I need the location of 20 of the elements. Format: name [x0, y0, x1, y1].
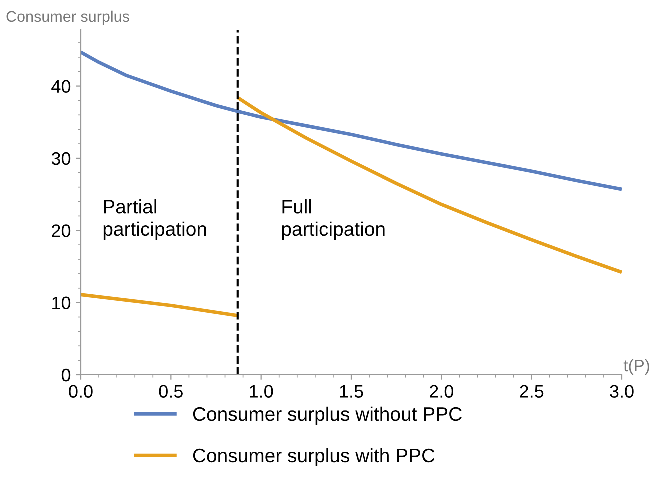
y-tick-label: 10 — [52, 296, 71, 310]
y-tick-label: 40 — [52, 80, 71, 94]
x-tick-label: 0.0 — [69, 385, 93, 398]
x-tick-label: 1.5 — [340, 385, 364, 398]
annotation: Partial participation — [104, 200, 206, 240]
x-axis-title: t(P) — [624, 359, 650, 375]
y-tick-label: 30 — [52, 152, 71, 166]
x-tick-label: 2.0 — [430, 385, 454, 398]
x-tick-label: 0.5 — [159, 385, 183, 398]
x-tick-label: 1.0 — [250, 385, 274, 398]
annotation: Full participation — [282, 200, 385, 240]
x-tick-label: 2.5 — [520, 385, 544, 398]
line-series — [236, 96, 622, 274]
y-tick-label: 0 — [62, 368, 71, 382]
y-tick-label: 20 — [52, 224, 71, 238]
legend-label: Consumer surplus without PPC — [193, 406, 462, 426]
legend-label: Consumer surplus with PPC — [193, 448, 435, 466]
x-tick-label: 3.0 — [610, 385, 634, 398]
y-axis-title: Consumer surplus — [6, 10, 130, 26]
line-series — [81, 50, 622, 192]
